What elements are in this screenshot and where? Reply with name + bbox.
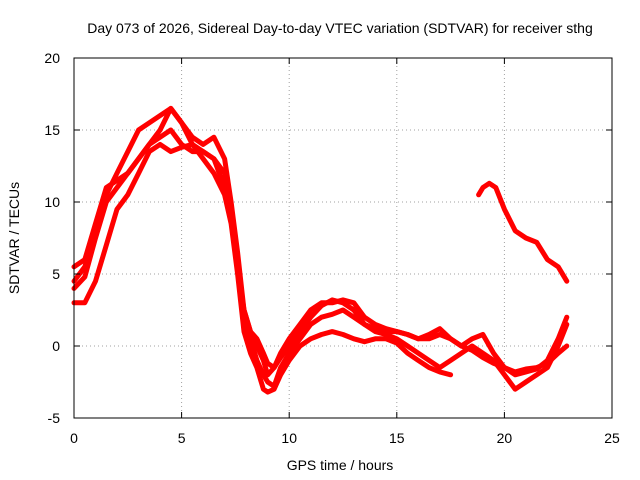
series-line-trace-5	[476, 180, 570, 284]
axis-ticks	[73, 57, 613, 419]
plot-border	[73, 57, 613, 419]
y-tick-label: 10	[44, 194, 60, 210]
y-axis-label: SDTVAR / TECUs	[6, 182, 22, 294]
y-tick-label: 20	[44, 50, 60, 66]
x-tick-label: 20	[497, 430, 513, 446]
x-tick-label: 5	[178, 430, 186, 446]
y-tick-labels: -5 0 5 10 15 20	[44, 50, 60, 426]
series-line-trace-2	[71, 105, 570, 378]
chart-title: Day 073 of 2026, Sidereal Day-to-day VTE…	[87, 20, 593, 36]
x-tick-labels: 0 5 10 15 20 25	[70, 430, 620, 446]
x-tick-label: 0	[70, 430, 78, 446]
x-tick-label: 10	[281, 430, 297, 446]
series-line-trace-4	[71, 141, 454, 395]
series-line-trace-3	[71, 127, 570, 392]
series-line-trace-1	[71, 105, 570, 378]
data-series	[71, 105, 570, 395]
grid-lines	[74, 58, 612, 418]
y-tick-label: 5	[52, 266, 60, 282]
y-tick-label: 15	[44, 122, 60, 138]
y-tick-label: -5	[48, 410, 61, 426]
x-axis-label: GPS time / hours	[287, 457, 394, 473]
y-tick-label: 0	[52, 338, 60, 354]
x-tick-label: 15	[389, 430, 405, 446]
x-tick-label: 25	[604, 430, 620, 446]
